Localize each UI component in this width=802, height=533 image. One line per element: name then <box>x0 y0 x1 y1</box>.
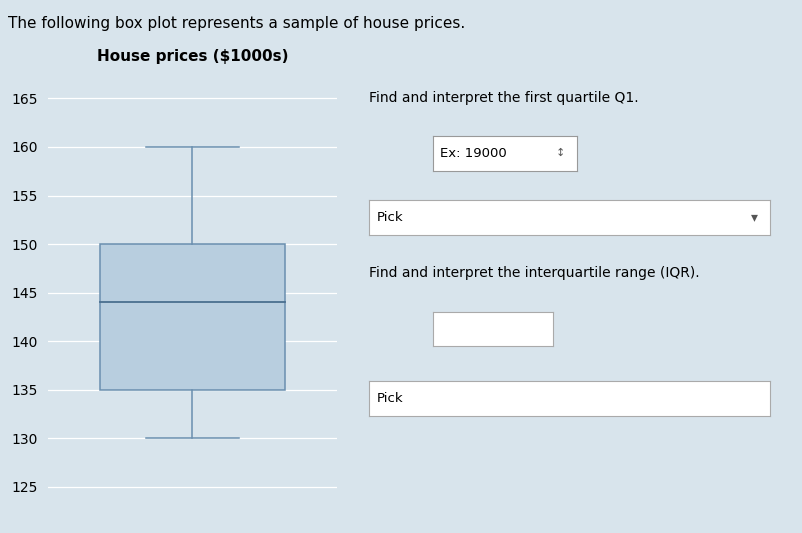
Text: The following box plot represents a sample of house prices.: The following box plot represents a samp… <box>8 16 465 31</box>
Title: House prices ($1000s): House prices ($1000s) <box>97 49 288 64</box>
FancyBboxPatch shape <box>100 244 285 390</box>
Text: Pick: Pick <box>377 392 403 405</box>
Text: ↕: ↕ <box>556 148 565 158</box>
Text: ▾: ▾ <box>751 210 758 224</box>
Text: Find and interpret the interquartile range (IQR).: Find and interpret the interquartile ran… <box>369 266 699 280</box>
Text: Find and interpret the first quartile Q1.: Find and interpret the first quartile Q1… <box>369 91 638 104</box>
Text: Pick: Pick <box>377 211 403 224</box>
Text: Ex: 19000: Ex: 19000 <box>440 147 507 160</box>
